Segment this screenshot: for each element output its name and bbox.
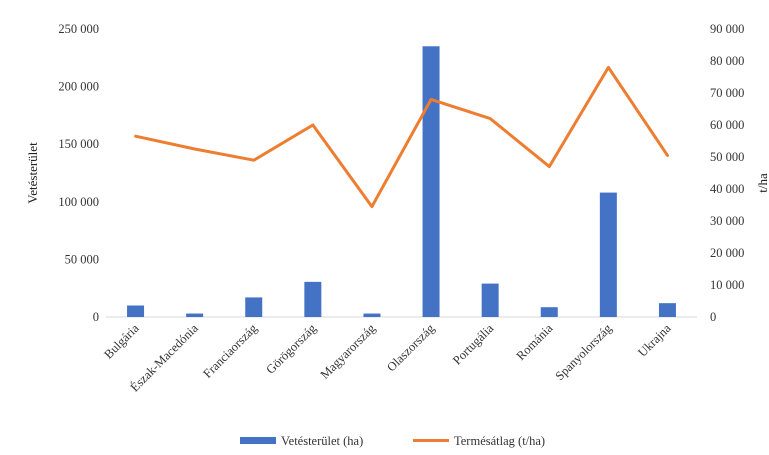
x-tick-label: Spanyolország bbox=[553, 321, 615, 383]
x-tick-label: Románia bbox=[514, 321, 556, 363]
x-tick-label: Olaszország bbox=[384, 321, 438, 375]
bar bbox=[540, 307, 558, 317]
bar bbox=[599, 192, 617, 317]
bar bbox=[363, 313, 381, 317]
bar bbox=[186, 313, 204, 317]
legend-swatch-bar bbox=[240, 437, 276, 444]
y-tick-label: 0 bbox=[93, 310, 99, 324]
y-tick-label: 200 000 bbox=[58, 80, 99, 94]
y-axis-title: Vetésterület bbox=[25, 142, 40, 204]
bar bbox=[245, 297, 263, 317]
y2-axis-title: t/ha bbox=[755, 173, 769, 193]
x-tick-label: Ukrajna bbox=[635, 321, 674, 360]
y2-tick-label: 80 000 bbox=[710, 54, 744, 68]
y-tick-label: 250 000 bbox=[58, 22, 99, 36]
y2-tick-label: 40 000 bbox=[710, 182, 744, 196]
y2-tick-label: 20 000 bbox=[710, 246, 744, 260]
x-tick-label: Franciaország bbox=[200, 321, 260, 381]
legend-label-bar: Vetésterület (ha) bbox=[281, 434, 363, 448]
y-tick-label: 100 000 bbox=[58, 195, 99, 209]
x-tick-label: Portugália bbox=[450, 321, 497, 368]
x-tick-label: Görögország bbox=[263, 321, 319, 377]
x-tick-label: Bulgária bbox=[101, 321, 142, 362]
y2-tick-label: 0 bbox=[710, 310, 716, 324]
bar bbox=[481, 283, 499, 317]
bar bbox=[658, 303, 676, 317]
y2-tick-label: 70 000 bbox=[710, 86, 744, 100]
bar bbox=[422, 46, 440, 317]
line-series bbox=[134, 65, 669, 209]
y2-tick-label: 30 000 bbox=[710, 214, 744, 228]
bar bbox=[304, 281, 322, 317]
y2-tick-label: 60 000 bbox=[710, 118, 744, 132]
legend-label-line: Termésátlag (t/ha) bbox=[454, 434, 545, 448]
y2-tick-label: 50 000 bbox=[710, 150, 744, 164]
bar bbox=[127, 305, 145, 317]
x-tick-label: Magyarország bbox=[318, 321, 379, 382]
y2-tick-label: 90 000 bbox=[710, 22, 744, 36]
y-tick-label: 150 000 bbox=[58, 137, 99, 151]
y2-tick-label: 10 000 bbox=[710, 278, 744, 292]
y-tick-label: 50 000 bbox=[65, 252, 99, 266]
